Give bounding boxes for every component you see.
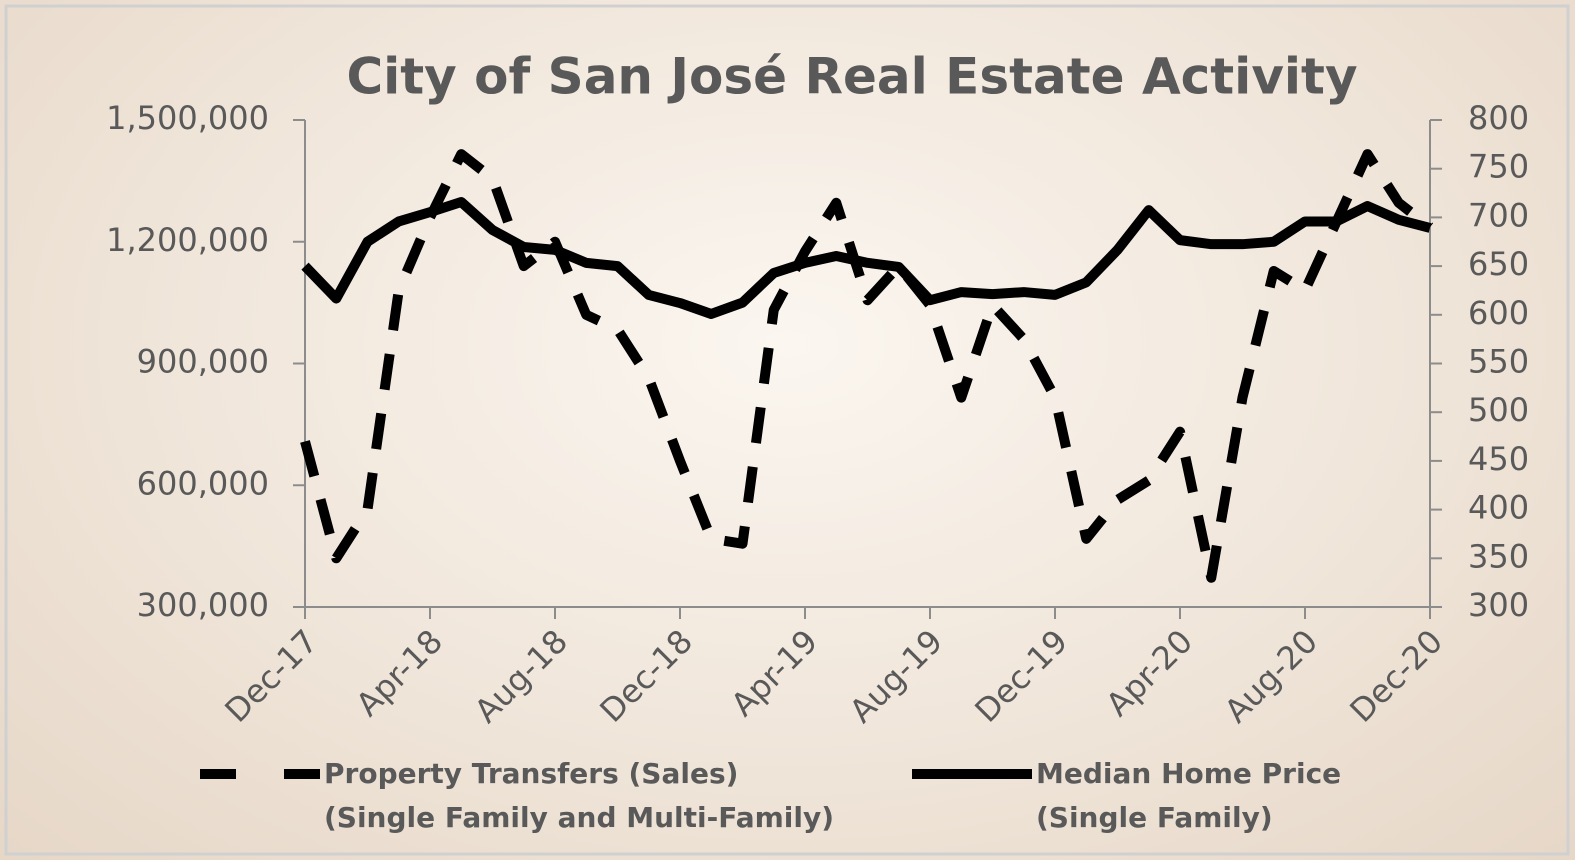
- series-line: [300, 149, 1434, 583]
- legend-entry: Median Home Price (Single Family): [912, 752, 1341, 840]
- y2-tick-label: 300: [1468, 586, 1529, 624]
- x-tick-label: Apr-20: [1098, 622, 1200, 724]
- x-tick-label: Aug-19: [842, 622, 950, 730]
- y2-tick-label: 450: [1468, 440, 1529, 478]
- y2-tick-label: 400: [1468, 489, 1529, 527]
- x-tick-label: Dec-20: [1342, 622, 1450, 730]
- y2-tick-label: 650: [1468, 245, 1529, 283]
- y2-tick-label: 350: [1468, 537, 1529, 575]
- y2-tick-label: 500: [1468, 391, 1529, 429]
- x-tick-label: Apr-18: [348, 622, 450, 724]
- series-line: [301, 196, 1432, 319]
- x-tick-label: Dec-18: [592, 622, 700, 730]
- y2-tick-label: 550: [1468, 343, 1529, 381]
- legend-swatch: [912, 769, 1032, 779]
- x-tick-label: Dec-17: [217, 622, 325, 730]
- x-tick-label: Apr-19: [723, 622, 825, 724]
- y-tick-label: 900,000: [137, 343, 269, 381]
- frame: [4, 4, 1570, 856]
- legend-swatch: [200, 769, 320, 779]
- y2-tick-label: 700: [1468, 196, 1529, 234]
- x-tick-label: Dec-19: [967, 622, 1075, 730]
- y2-tick-label: 800: [1468, 99, 1529, 137]
- x-tick-label: Aug-20: [1217, 622, 1325, 730]
- y-tick-label: 300,000: [137, 586, 269, 624]
- legend-label: Median Home Price (Single Family): [1036, 757, 1342, 834]
- y2-tick-label: 600: [1468, 294, 1529, 332]
- x-tick-label: Aug-18: [467, 622, 575, 730]
- y2-tick-label: 750: [1468, 148, 1529, 186]
- legend-label: Property Transfers (Sales) (Single Famil…: [324, 757, 835, 834]
- y-tick-label: 600,000: [137, 464, 269, 502]
- legend-entry: Property Transfers (Sales) (Single Famil…: [200, 752, 834, 840]
- y-tick-label: 1,500,000: [106, 99, 269, 137]
- chart-title: City of San José Real Estate Activity: [346, 48, 1357, 106]
- y-tick-label: 1,200,000: [106, 221, 269, 259]
